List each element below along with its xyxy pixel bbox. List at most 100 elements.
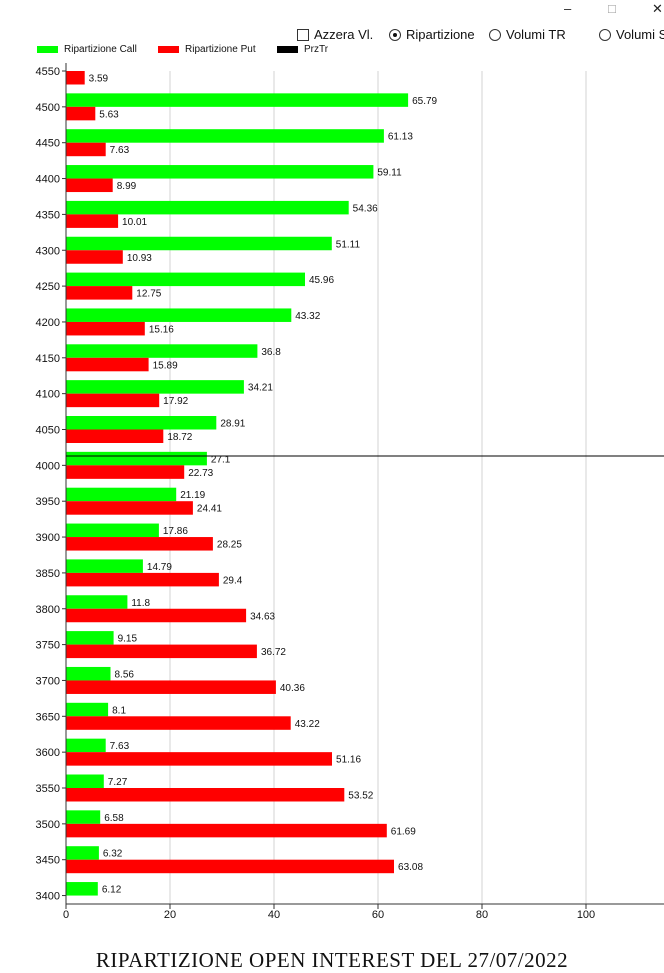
put-value-label: 29.4 [223, 575, 243, 586]
put-value-label: 5.63 [99, 109, 119, 120]
legend-prz-swatch [277, 46, 298, 53]
y-tick-label: 3500 [36, 819, 60, 831]
call-bar [66, 308, 292, 322]
put-bar [66, 859, 394, 874]
put-bar [66, 357, 149, 372]
put-value-label: 18.72 [167, 432, 192, 443]
call-value-label: 8.56 [115, 669, 135, 680]
call-value-label: 45.96 [309, 275, 334, 286]
put-bar [66, 321, 145, 336]
put-bar [66, 71, 85, 85]
put-bar [66, 501, 193, 515]
legend-put: Ripartizione Put [158, 44, 256, 55]
put-bar [66, 537, 213, 551]
radio-volumi-s[interactable]: Volumi S [599, 27, 664, 42]
put-value-label: 63.08 [398, 862, 423, 873]
put-value-label: 61.69 [391, 826, 416, 837]
call-value-label: 6.32 [103, 849, 123, 860]
put-value-label: 36.72 [261, 647, 286, 658]
put-value-label: 3.59 [89, 74, 109, 85]
put-bar [66, 393, 160, 408]
put-value-label: 12.75 [136, 289, 161, 300]
radio-selected-icon[interactable] [389, 28, 401, 41]
call-bar [66, 344, 258, 358]
legend-prz-label: PrzTr [304, 44, 329, 55]
legend-put-label: Ripartizione Put [185, 44, 256, 55]
put-bar [66, 788, 345, 802]
x-tick-label: 60 [372, 909, 384, 921]
put-value-label: 22.73 [188, 468, 213, 479]
y-tick-label: 3700 [36, 675, 60, 687]
chart-title: RIPARTIZIONE OPEN INTEREST DEL 27/07/202… [95, 948, 569, 972]
radio-volumi-tr[interactable]: Volumi TR [489, 27, 566, 42]
legend-call-swatch [37, 46, 58, 53]
x-tick-label: 0 [63, 909, 69, 921]
call-bar [66, 165, 374, 179]
y-tick-label: 4250 [36, 281, 60, 293]
call-value-label: 6.58 [104, 813, 124, 824]
y-tick-label: 4550 [36, 66, 60, 78]
put-bar [66, 178, 113, 193]
put-bar [66, 214, 119, 228]
radio-icon[interactable] [599, 28, 611, 41]
azzera-checkbox[interactable]: Azzera Vl. [297, 27, 373, 42]
put-bar [66, 823, 387, 838]
call-value-label: 8.1 [112, 705, 126, 716]
y-tick-label: 3750 [36, 640, 60, 652]
put-bar [66, 250, 123, 264]
checkbox-box[interactable] [297, 28, 309, 41]
put-bar [66, 106, 96, 121]
x-tick-label: 100 [577, 909, 595, 921]
y-tick-label: 4150 [36, 353, 60, 365]
call-bar [66, 702, 109, 717]
call-value-label: 51.11 [336, 239, 361, 250]
call-bar [66, 738, 106, 753]
y-tick-label: 3850 [36, 568, 60, 580]
call-value-label: 11.8 [131, 598, 150, 609]
y-tick-label: 3650 [36, 711, 60, 723]
y-tick-label: 3550 [36, 783, 60, 795]
call-bar [66, 523, 159, 538]
put-value-label: 40.36 [280, 683, 305, 694]
call-value-label: 17.86 [163, 526, 188, 537]
put-bar [66, 429, 164, 443]
radio-ripartizione[interactable]: Ripartizione [389, 27, 475, 42]
x-tick-label: 40 [268, 909, 280, 921]
put-value-label: 7.63 [110, 145, 130, 156]
y-tick-label: 3800 [36, 604, 60, 616]
y-tick-label: 3400 [36, 891, 60, 903]
call-bar [66, 380, 244, 394]
call-bar [66, 236, 332, 251]
close-button[interactable]: ✕ [652, 1, 663, 16]
radio-volumi-s-label: Volumi S [616, 27, 664, 42]
x-tick-label: 20 [164, 909, 176, 921]
call-bar [66, 882, 98, 896]
call-value-label: 14.79 [147, 562, 172, 573]
call-bar [66, 846, 99, 860]
call-value-label: 7.63 [110, 741, 130, 752]
y-tick-label: 4050 [36, 425, 60, 437]
call-bar [66, 774, 104, 788]
put-value-label: 24.41 [197, 504, 222, 515]
legend-prz: PrzTr [277, 44, 328, 55]
put-value-label: 10.01 [122, 217, 147, 228]
put-value-label: 15.16 [149, 324, 174, 335]
call-value-label: 9.15 [118, 634, 138, 645]
put-value-label: 17.92 [163, 396, 188, 407]
call-value-label: 43.32 [295, 311, 320, 322]
put-bar [66, 286, 133, 300]
put-bar [66, 680, 276, 694]
put-value-label: 10.93 [127, 253, 152, 264]
legend-put-swatch [158, 46, 179, 53]
call-value-label: 59.11 [377, 168, 402, 179]
maximize-button[interactable]: □ [608, 1, 616, 16]
put-bar [66, 752, 332, 766]
radio-icon[interactable] [489, 28, 501, 41]
y-tick-label: 4450 [36, 138, 60, 150]
minimize-button[interactable]: – [564, 1, 572, 16]
y-tick-label: 4400 [36, 174, 60, 186]
put-value-label: 15.89 [153, 360, 178, 371]
put-bar [66, 465, 185, 479]
call-bar [66, 559, 143, 573]
put-value-label: 28.25 [217, 540, 242, 551]
